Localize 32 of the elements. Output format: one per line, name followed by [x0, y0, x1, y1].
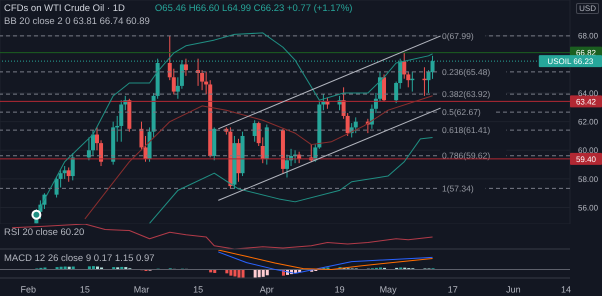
- y-tick-label: 58.00: [578, 174, 599, 184]
- y-tick-label: 60.00: [578, 146, 599, 156]
- x-tick-label: 17: [448, 284, 458, 294]
- text: USD: [576, 3, 599, 14]
- ref-line-label: USOIL 66.23: [547, 57, 594, 66]
- x-tick-label: Apr: [260, 284, 274, 294]
- x-tick-label: 15: [193, 284, 204, 294]
- x-tick-label: Jun: [506, 284, 521, 294]
- y-tick-label: 68.00: [578, 32, 599, 41]
- y-tick-label: 62.00: [578, 118, 599, 126]
- annotation: MACD 12 26 close 9 0.17 1.15 0.97: [4, 253, 155, 264]
- annotation: O65.46 H66.60 L64.99 C66.23 +0.77 (+1.17%): [154, 3, 352, 14]
- x-tick-label: May: [380, 284, 398, 294]
- y-tick-label: 56.00: [578, 203, 599, 212]
- ref-line-label: 0.618(61.41): [442, 125, 490, 136]
- x-tick-label: Mar: [134, 284, 150, 294]
- ref-line-label: 66.82: [576, 48, 597, 58]
- x-tick-label: 14: [560, 284, 571, 294]
- ref-line-label: 0.382(63.92): [442, 89, 490, 100]
- x-tick-label: 15: [80, 284, 90, 294]
- annotation: BB 20 close 2 0 63.81 66.74 60.89: [4, 15, 151, 28]
- ref-line-label: 1(57.34): [442, 183, 474, 194]
- ref-line-label: 0.786(59.62): [442, 150, 490, 161]
- x-tick-label: 19: [334, 284, 345, 294]
- ref-line-label: 59.40: [576, 154, 597, 164]
- ref-line-label: 63.42: [576, 97, 597, 106]
- ref-line-label: 0.5(62.67): [442, 107, 481, 118]
- x-tick-label: Feb: [20, 284, 36, 294]
- ref-line-label: 0(67.99): [442, 30, 474, 41]
- annotation: RSI 20 close 60.20: [4, 227, 84, 238]
- ref-line-label: 0.236(65.48): [442, 66, 490, 77]
- chart-title: CFDs on WTI Crude Oil · 1D: [4, 3, 125, 14]
